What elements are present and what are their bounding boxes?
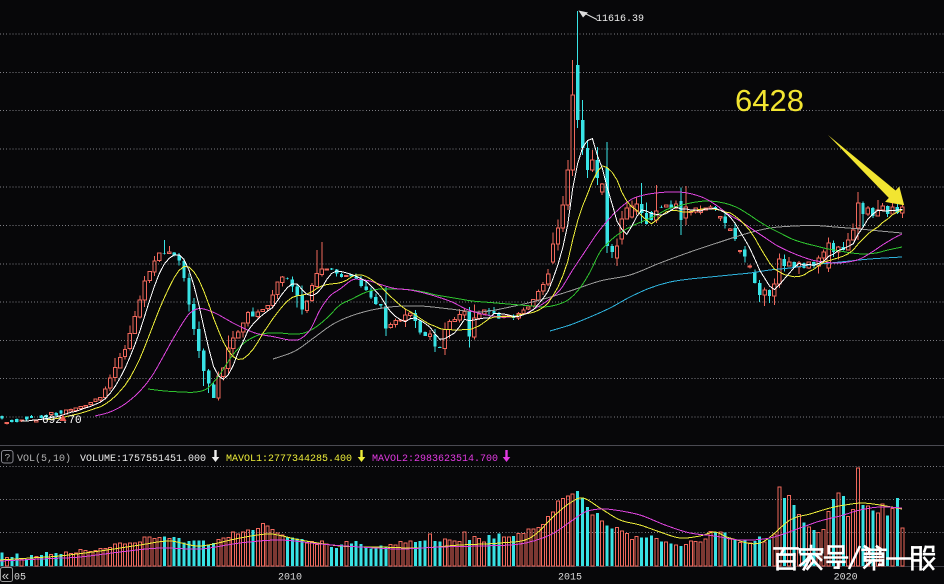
svg-text:VOL(5,10): VOL(5,10) [17, 453, 71, 465]
svg-text:?: ? [5, 454, 11, 465]
svg-text:«: « [2, 569, 10, 584]
svg-text:2020: 2020 [834, 573, 858, 584]
svg-text:6428: 6428 [735, 83, 804, 118]
svg-text:05: 05 [14, 573, 26, 584]
svg-text:2010: 2010 [278, 573, 302, 584]
svg-text:11616.39: 11616.39 [596, 14, 644, 25]
svg-text:MAVOL1:2777344285.400: MAVOL1:2777344285.400 [226, 454, 352, 465]
svg-text:2015: 2015 [558, 573, 582, 584]
svg-text:VOLUME:1757551451.000: VOLUME:1757551451.000 [80, 454, 206, 465]
svg-text:MAVOL2:2983623514.700: MAVOL2:2983623514.700 [372, 454, 498, 465]
